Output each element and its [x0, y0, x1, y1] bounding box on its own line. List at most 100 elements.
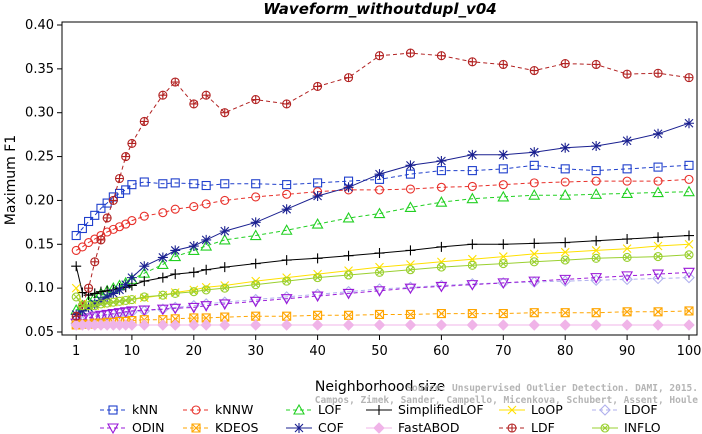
data-point [90, 257, 100, 267]
y-tick-label: 0.40 [25, 18, 54, 33]
legend-label: LoOP [531, 402, 563, 417]
data-point [684, 174, 694, 184]
legend-marker [373, 422, 385, 434]
legend-marker [600, 423, 610, 433]
data-point [436, 262, 446, 272]
data-point [102, 213, 112, 223]
data-point [591, 176, 601, 186]
data-point [249, 296, 262, 308]
data-point [466, 280, 479, 291]
series-cof [71, 118, 694, 320]
legend-marker [599, 404, 611, 416]
legend-marker [374, 405, 384, 415]
data-point [467, 149, 478, 160]
data-point [189, 202, 199, 212]
data-point [188, 319, 200, 331]
data-point [590, 188, 603, 199]
data-point [590, 273, 603, 284]
data-point [498, 180, 508, 190]
data-point [529, 308, 539, 318]
data-point [89, 288, 100, 299]
watermark-line-1: Source: Unsupervised Outlier Detection. … [406, 383, 698, 394]
data-point [170, 314, 180, 324]
data-point [590, 274, 602, 287]
data-point [404, 201, 417, 212]
y-tick-label: 0.35 [25, 62, 54, 77]
data-point [200, 239, 213, 251]
series-ldf [71, 48, 694, 321]
data-point [467, 239, 478, 250]
data-point [652, 272, 664, 285]
data-point [280, 224, 293, 235]
data-point [282, 180, 292, 190]
data-point [201, 264, 212, 275]
data-point [170, 245, 181, 256]
x-tick-label: 50 [371, 344, 388, 359]
data-point [684, 306, 694, 316]
data-point [158, 290, 168, 300]
data-point [156, 304, 169, 316]
data-point [528, 189, 541, 200]
data-point [622, 307, 632, 317]
data-point [280, 319, 293, 331]
data-point [591, 253, 601, 263]
data-point [591, 59, 601, 70]
data-point [374, 309, 385, 320]
data-point [250, 258, 261, 269]
x-tick-label: 10 [124, 344, 141, 359]
legend-item-ldf: LDF [499, 420, 555, 434]
data-point [621, 273, 633, 286]
data-point [170, 269, 181, 280]
data-point [560, 247, 570, 257]
data-point [311, 288, 324, 301]
data-point [374, 248, 385, 259]
legend-item-knnw: kNNW [183, 402, 253, 417]
data-point [139, 211, 149, 221]
data-point [405, 184, 416, 194]
data-point [201, 313, 211, 323]
data-point [373, 283, 386, 295]
data-point [187, 302, 200, 314]
y-tick-label: 0.10 [25, 281, 54, 296]
data-point [95, 286, 106, 297]
data-point [71, 311, 81, 321]
data-point [282, 311, 292, 321]
data-point [280, 294, 293, 305]
data-point [96, 203, 106, 213]
data-point [622, 176, 632, 186]
data-point [683, 267, 695, 279]
data-point [108, 288, 119, 299]
data-point [201, 234, 212, 245]
data-point [139, 177, 149, 187]
legend: kNN kNNW LOF SimplifiedLOF LoOP LDOF ODIN KDEOS… [100, 402, 661, 434]
watermark: Source: Unsupervised Outlier Detection. … [315, 383, 698, 406]
data-point [653, 176, 663, 186]
data-point [590, 319, 602, 331]
data-point [683, 319, 695, 331]
data-point [497, 190, 510, 202]
data-point [251, 95, 261, 105]
data-point [251, 192, 261, 202]
data-point [342, 319, 355, 331]
data-point [188, 267, 199, 278]
x-tick-label: 20 [186, 344, 203, 359]
data-point [560, 237, 571, 248]
data-point [559, 189, 572, 200]
data-point [622, 69, 632, 79]
data-point [683, 271, 695, 284]
data-point [281, 255, 292, 266]
data-point [127, 180, 137, 190]
data-point [498, 259, 508, 269]
data-point [653, 307, 663, 317]
legend-label: LDF [531, 420, 555, 434]
data-point [102, 227, 112, 237]
data-point [218, 233, 231, 245]
data-point [251, 179, 261, 189]
data-point [200, 298, 212, 310]
y-tick-label: 0.25 [25, 150, 54, 165]
data-point [218, 299, 231, 311]
y-axis: 0.05 0.10 0.15 0.20 0.25 0.30 0.35 0.40 [25, 18, 62, 340]
data-point [498, 252, 508, 261]
y-tick-label: 0.05 [25, 325, 54, 340]
